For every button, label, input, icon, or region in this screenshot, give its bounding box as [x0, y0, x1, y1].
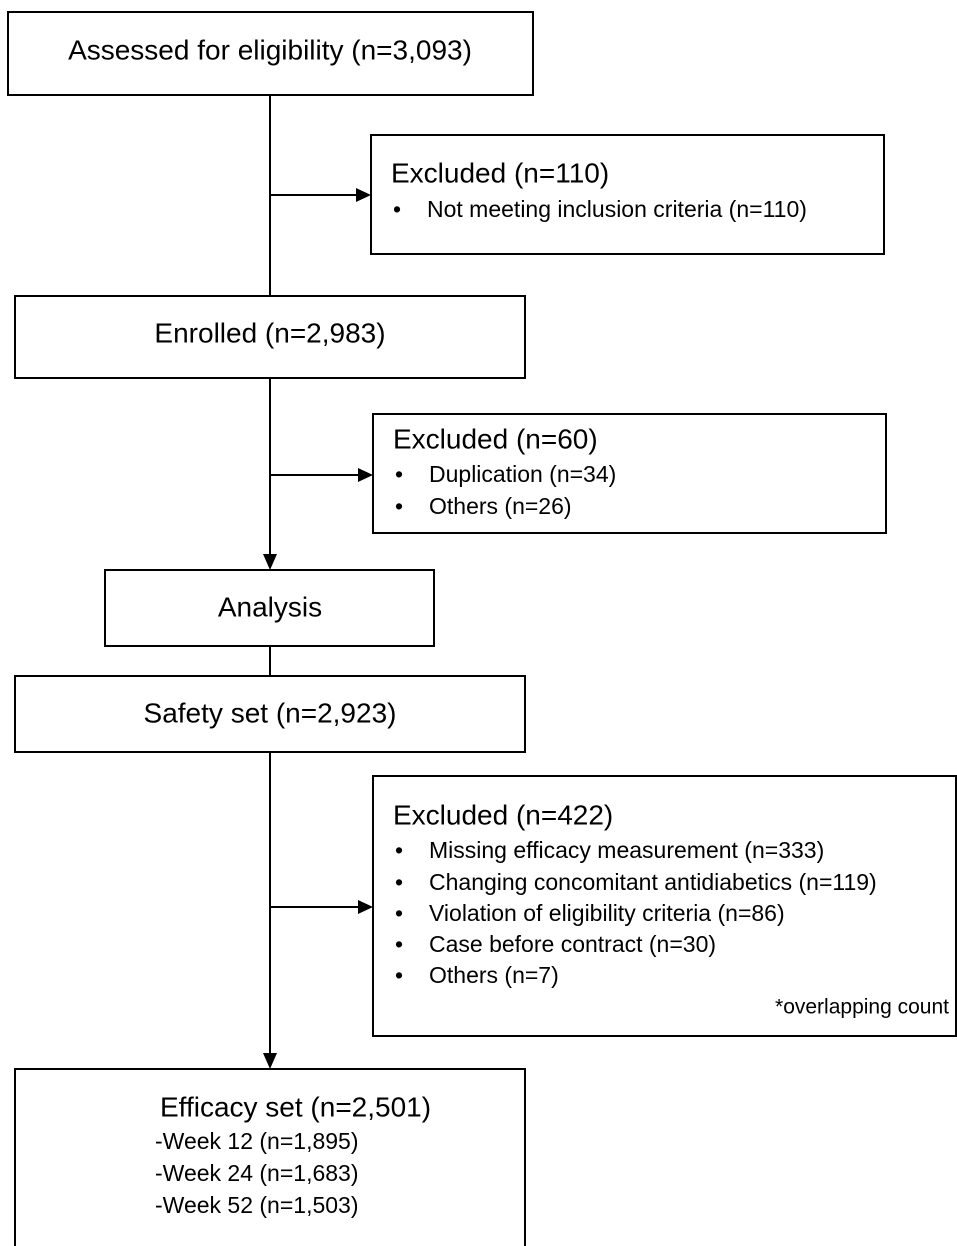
item: Case before contract (n=30)	[429, 931, 716, 957]
item: Others (n=7)	[429, 962, 559, 988]
item: Violation of eligibility criteria (n=86)	[429, 900, 785, 926]
box	[372, 775, 957, 1037]
bullet: •	[393, 196, 401, 222]
item: -Week 12 (n=1,895)	[155, 1128, 359, 1154]
connectors	[263, 95, 373, 1069]
box	[14, 1068, 526, 1246]
item: Others (n=26)	[429, 493, 572, 519]
box-title: Excluded (n=422)	[393, 799, 613, 830]
item: -Week 24 (n=1,683)	[155, 1160, 359, 1186]
bullet: •	[395, 461, 403, 487]
bullet: •	[395, 900, 403, 926]
box	[370, 134, 885, 255]
box-title: Excluded (n=110)	[391, 157, 609, 188]
box	[14, 295, 526, 379]
box-title: Analysis	[218, 591, 322, 622]
bullet: •	[395, 837, 403, 863]
item: Not meeting inclusion criteria (n=110)	[427, 196, 807, 222]
bullet: •	[395, 962, 403, 988]
note: *overlapping count	[775, 996, 949, 1019]
box-title: Excluded (n=60)	[393, 423, 598, 454]
box-title: Assessed for eligibility (n=3,093)	[68, 34, 472, 65]
item: Duplication (n=34)	[429, 461, 616, 487]
box-title: Safety set (n=2,923)	[144, 697, 397, 728]
item: Changing concomitant antidiabetics (n=11…	[429, 869, 877, 895]
bullet: •	[395, 869, 403, 895]
box-title: Enrolled (n=2,983)	[154, 317, 385, 348]
box	[104, 569, 435, 647]
item: -Week 52 (n=1,503)	[155, 1192, 359, 1218]
box	[7, 11, 534, 96]
bullet: •	[395, 931, 403, 957]
box	[14, 675, 526, 753]
box-title: Efficacy set (n=2,501)	[160, 1091, 431, 1122]
item: Missing efficacy measurement (n=333)	[429, 837, 824, 863]
box	[372, 413, 887, 534]
bullet: •	[395, 493, 403, 519]
